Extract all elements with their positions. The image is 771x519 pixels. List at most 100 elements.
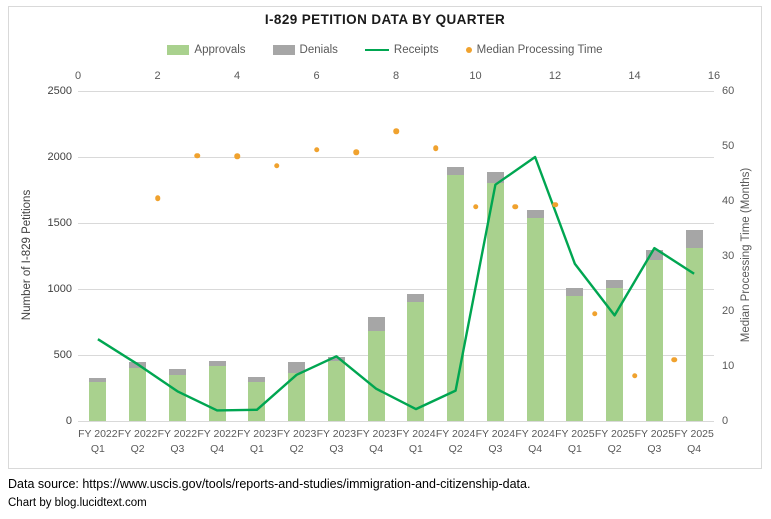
- right-axis-tick: 50: [722, 139, 735, 152]
- legend-square-swatch: [167, 45, 190, 55]
- median-processing-time-dot: [274, 163, 280, 169]
- denials-bar: [447, 166, 465, 176]
- legend-label: Receipts: [393, 44, 439, 56]
- category-quarter: Q4: [210, 443, 225, 455]
- category-quarter: Q3: [647, 443, 662, 455]
- category-fy: FY 2022: [157, 428, 198, 440]
- right-axis-tick: 60: [722, 84, 735, 97]
- category-fy: FY 2023: [316, 428, 357, 440]
- left-axis-tick: 1000: [47, 282, 72, 295]
- category-quarter: Q1: [90, 443, 105, 455]
- median-processing-time-dot: [552, 202, 558, 208]
- median-processing-time-dot: [194, 153, 200, 159]
- median-processing-time-dot: [393, 128, 399, 134]
- approvals-bar: [566, 295, 584, 421]
- legend-item-approvals: Approvals: [167, 44, 246, 56]
- denials-bar: [327, 357, 345, 361]
- category-fy: FY 2023: [356, 428, 396, 440]
- median-processing-time-dot: [433, 145, 439, 151]
- median-processing-time-dot: [592, 311, 598, 317]
- x-axis-line: [78, 421, 714, 422]
- approvals-bar: [367, 331, 385, 421]
- median-processing-time-dot: [472, 203, 479, 210]
- data-source-text: Data source: https://www.uscis.gov/tools…: [8, 477, 531, 491]
- left-axis-tick: 500: [53, 348, 72, 361]
- median-processing-time-dot: [631, 373, 638, 379]
- top-axis-tick: 6: [313, 70, 320, 82]
- left-axis-tick: 2500: [47, 84, 72, 97]
- top-axis-tick: 16: [707, 70, 721, 82]
- category-quarter: Q1: [567, 443, 582, 455]
- denials-bar: [288, 361, 306, 373]
- denials-bar: [606, 279, 624, 288]
- top-axis-tick: 8: [392, 70, 400, 82]
- chart-title: I-829 PETITION DATA BY QUARTER: [264, 12, 506, 27]
- category-fy: FY 2025: [634, 428, 675, 440]
- denials-bar: [248, 377, 266, 382]
- approvals-bar: [486, 183, 504, 421]
- category-fy: FY 2024: [435, 428, 476, 440]
- chart-legend: Approvals Denials Receipts Median Processin…: [8, 44, 762, 56]
- denials-bar: [526, 210, 544, 219]
- gridline: [78, 289, 714, 290]
- gridline: [78, 223, 714, 224]
- category-label: FY 2025 Q4: [671, 427, 717, 457]
- right-axis-tick: 30: [722, 249, 735, 262]
- category-label: FY 2025 Q2: [592, 427, 638, 457]
- category-fy: FY 2023: [237, 428, 277, 440]
- approvals-bar: [288, 372, 306, 421]
- category-fy: FY 2024: [396, 428, 436, 440]
- legend-item-denials: Denials: [272, 44, 338, 56]
- top-axis-tick: 0: [74, 70, 82, 82]
- category-label: FY 2025 Q1: [552, 427, 598, 457]
- gridline: [78, 355, 714, 356]
- category-fy: FY 2022: [197, 428, 237, 440]
- denials-bar: [685, 229, 703, 249]
- denials-bar: [407, 293, 425, 303]
- category-quarter: Q1: [408, 443, 423, 455]
- legend-label: Approvals: [194, 44, 246, 56]
- category-label: FY 2022 Q4: [194, 427, 240, 457]
- approvals-bar: [89, 382, 107, 421]
- category-quarter: Q3: [488, 443, 503, 455]
- approvals-bar: [447, 175, 465, 421]
- category-fy: FY 2023: [276, 428, 317, 440]
- legend-label: Median Processing Time: [476, 44, 603, 56]
- left-axis-title: Number of I-829 Petitions: [21, 189, 33, 321]
- approvals-bar: [526, 218, 544, 421]
- right-axis-title: Median Processing Time (Months): [740, 167, 752, 343]
- category-label: FY 2023 Q1: [234, 427, 280, 457]
- top-axis-tick: 12: [548, 70, 562, 82]
- right-axis-tick: 10: [722, 359, 735, 372]
- category-label: FY 2022 Q1: [75, 427, 121, 457]
- denials-bar: [645, 250, 663, 260]
- approvals-bar: [248, 381, 266, 421]
- legend-item-receipts: Receipts: [364, 44, 439, 56]
- category-label: FY 2024 Q4: [512, 427, 558, 457]
- median-processing-time-dot: [313, 147, 320, 153]
- category-label: FY 2024 Q1: [393, 427, 439, 457]
- category-label: FY 2024 Q3: [472, 427, 518, 457]
- category-fy: FY 2025: [594, 428, 635, 440]
- median-processing-time-dot: [512, 203, 518, 210]
- category-label: FY 2025 Q3: [631, 427, 677, 457]
- median-processing-time-dot: [234, 153, 240, 160]
- approvals-bar: [168, 374, 186, 421]
- category-label: FY 2023 Q4: [353, 427, 399, 457]
- category-fy: FY 2022: [117, 428, 158, 440]
- category-quarter: Q4: [528, 443, 543, 455]
- category-label: FY 2023 Q3: [313, 427, 359, 457]
- legend-square-swatch: [272, 45, 295, 55]
- median-processing-time-dot: [671, 357, 677, 363]
- top-axis-tick: 4: [233, 70, 241, 82]
- receipts-line: [97, 155, 695, 412]
- legend-line-swatch: [364, 48, 389, 52]
- right-axis-tick: 20: [722, 304, 735, 317]
- left-axis-tick: 1500: [47, 216, 72, 229]
- legend-item-median-processing-time: Median Processing Time: [465, 44, 603, 56]
- approvals-bar: [327, 360, 345, 421]
- category-quarter: Q2: [607, 443, 622, 455]
- category-quarter: Q1: [249, 443, 264, 455]
- left-axis-tick: 2000: [47, 150, 72, 163]
